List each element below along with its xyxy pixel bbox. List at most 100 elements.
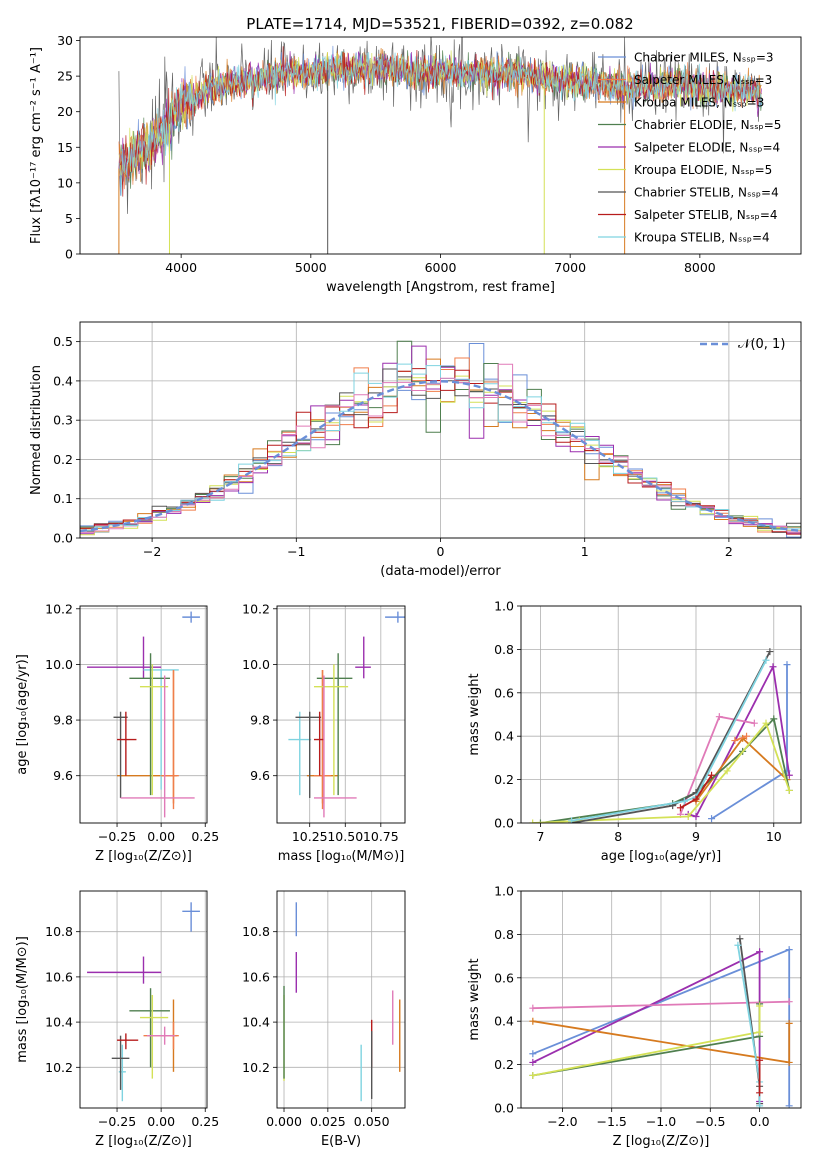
y-tick-label: 0: [65, 247, 73, 262]
errorbar-point: [313, 664, 349, 796]
x-tick-label: −2: [143, 544, 161, 559]
y-tick-label: 9.6: [250, 768, 270, 783]
axes-massweight-vs-age: 7 8 9 10 0.0 0.2 0.4 0.6 0.8 1.0 age [log₁₀(age/yr…: [467, 599, 801, 864]
y-tick-label: 9.6: [53, 768, 73, 783]
y-axis-label: mass weight: [467, 673, 482, 755]
y-axis-label: age [log₁₀(age/yr)]: [15, 654, 30, 775]
plus-marker: [766, 648, 774, 656]
x-tick-label: −1: [287, 544, 305, 559]
mass-weight-lines: [529, 648, 793, 823]
figure-title: PLATE=1714, MJD=53521, FIBERID=0392, z=0…: [246, 15, 633, 33]
plus-marker: [529, 1017, 537, 1025]
plus-marker: [785, 998, 793, 1006]
errorbar-point: [313, 675, 357, 818]
plus-marker: [785, 1102, 793, 1108]
x-tick-label: −1.5: [597, 1114, 627, 1129]
errorbar-point: [182, 611, 200, 623]
plus-marker: [680, 797, 688, 805]
errorbar-point: [385, 611, 405, 623]
residual-legend: 𝒩(0, 1): [700, 337, 785, 352]
mass-weight-series: [571, 659, 767, 822]
plus-marker: [736, 935, 744, 943]
plus-marker: [785, 786, 793, 794]
legend-label: Chabrier MILES, Nₛₛₚ=3: [634, 51, 774, 65]
legend-label: Kroupa ELODIE, Nₛₛₚ=5: [634, 163, 772, 177]
legend-label: Salpeter STELIB, Nₛₛₚ=4: [634, 208, 778, 222]
plus-marker: [723, 767, 731, 775]
legend-label: Salpeter MILES, Nₛₛₚ=3: [634, 73, 772, 87]
x-tick-label: −1.0: [646, 1114, 676, 1129]
y-tick-label: 15: [57, 140, 73, 155]
plus-marker: [715, 713, 723, 721]
plots-layer: 4000 5000 6000 7000 8000051015202530waveleng…: [15, 33, 802, 1149]
y-axis-label: Flux [fλ10⁻¹⁷ erg cm⁻² s⁻¹ A⁻¹]: [29, 47, 44, 244]
plus-marker: [536, 819, 544, 823]
y-tick-label: 0.4: [494, 729, 514, 744]
x-tick-label: 5000: [295, 260, 327, 275]
x-tick-label: 0.00: [147, 829, 175, 844]
axes-frame: [79, 890, 208, 1109]
errorbar-point: [139, 994, 169, 1079]
histogram-group: [80, 340, 801, 538]
legend-label: Chabrier STELIB, Nₛₛₚ=4: [634, 186, 779, 200]
y-tick-label: 1.0: [494, 884, 514, 899]
plus-marker: [676, 804, 684, 812]
plus-marker: [731, 737, 739, 745]
x-tick-label: 0: [437, 544, 445, 559]
plus-marker: [529, 1004, 537, 1012]
x-tick-label: 0.000: [266, 1114, 302, 1129]
y-tick-label: 20: [57, 104, 73, 119]
y-tick-label: 25: [57, 69, 73, 84]
plus-marker: [785, 1019, 793, 1027]
axes-frame: [276, 890, 406, 1109]
spectrum-legend: Chabrier MILES, Nₛₛₚ=3 Salpeter MILES, Nₛ…: [598, 51, 781, 245]
legend-label: Salpeter ELODIE, Nₛₛₚ=4: [634, 141, 780, 155]
x-axis-label: E(B-V): [321, 1134, 361, 1149]
axes-residuals: −2 −1 0 1 2 0.0 0.1 0.2 0.3 0.4 0.5 (data-model)/er…: [29, 322, 801, 579]
y-tick-label: 0.2: [494, 772, 514, 787]
axes-frame: [79, 605, 208, 824]
errorbar-group: [87, 902, 200, 1102]
plus-marker: [692, 795, 700, 803]
x-tick-label: 8: [614, 829, 622, 844]
y-axis-label: mass weight: [467, 958, 482, 1040]
x-tick-label: −0.25: [98, 1114, 136, 1129]
x-tick-label: −2.0: [547, 1114, 577, 1129]
x-tick-label: −0.25: [98, 829, 136, 844]
plus-marker: [785, 1058, 793, 1066]
x-tick-label: 0.025: [310, 1114, 346, 1129]
y-tick-label: 0.3: [53, 413, 73, 428]
plus-marker: [750, 719, 758, 727]
y-tick-label: 0.0: [53, 531, 73, 546]
axes-mass-vs-ebv: 0.000 0.025 0.050 10.2 10.4 10.6 10.8 E(B-V): [242, 891, 405, 1149]
x-tick-label: 10.50: [327, 829, 363, 844]
legend-label: Chabrier ELODIE, Nₛₛₚ=5: [634, 118, 781, 132]
y-tick-label: 1.0: [494, 599, 514, 614]
plus-marker: [756, 1002, 764, 1010]
x-tick-label: 8000: [684, 260, 716, 275]
y-tick-label: 10: [57, 175, 73, 190]
axes-frame: [520, 890, 802, 1109]
y-tick-label: 0.0: [494, 816, 514, 831]
y-tick-label: 0.8: [494, 642, 514, 657]
axes-frame: [520, 605, 802, 824]
y-tick-label: 0.4: [53, 373, 73, 388]
y-tick-label: 0.0: [494, 1101, 514, 1116]
spectrum-lines: [118, 37, 762, 254]
plus-marker: [762, 656, 770, 664]
x-tick-label: 4000: [165, 260, 197, 275]
errorbar-point: [139, 664, 169, 796]
x-tick-label: 10: [766, 829, 782, 844]
y-tick-label: 10.0: [45, 657, 73, 672]
errorbar-group: [283, 902, 401, 1102]
plus-marker: [762, 719, 770, 727]
errorbar-point: [147, 1026, 176, 1045]
errorbar-point: [129, 988, 170, 1068]
axes-frame: [79, 321, 802, 539]
mass-weight-lines: [529, 935, 793, 1108]
errorbar-point: [129, 653, 170, 796]
mass-weight-series: [734, 735, 747, 742]
y-tick-label: 0.2: [53, 452, 73, 467]
x-axis-label: (data-model)/error: [380, 564, 501, 579]
x-tick-label: 2: [725, 544, 733, 559]
